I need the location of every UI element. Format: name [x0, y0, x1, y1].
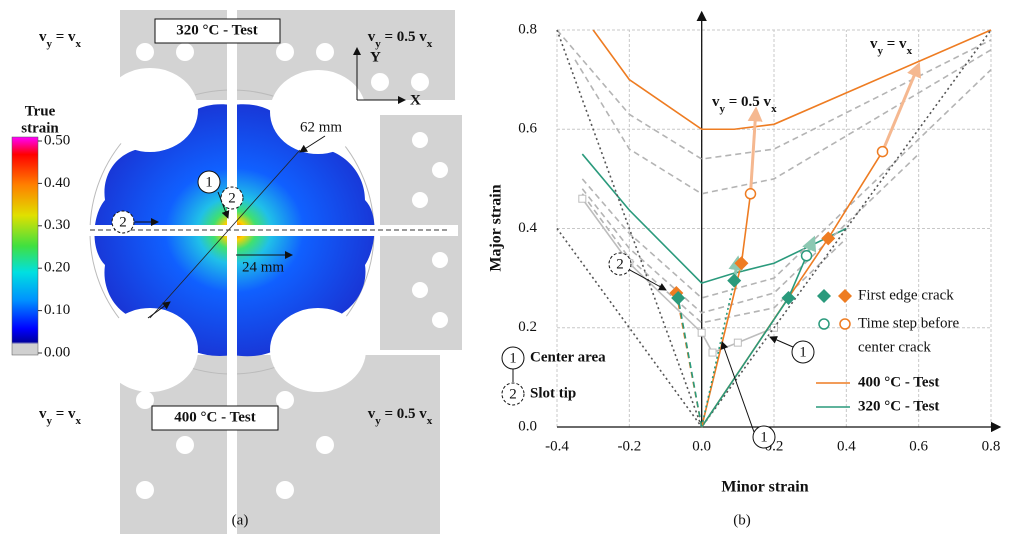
x-tick-label: 0.8	[982, 438, 1001, 454]
label-part: x	[771, 103, 777, 115]
caption: (a)	[232, 512, 249, 528]
point-marker	[709, 349, 716, 356]
circle-marker	[819, 319, 829, 329]
series-line	[593, 30, 991, 129]
callout-label: 1	[799, 344, 807, 360]
label-part: = v	[52, 29, 76, 45]
series-line	[582, 199, 774, 353]
callout-arrow	[770, 337, 793, 347]
y-tick-label: 0.8	[518, 21, 537, 37]
circle-marker	[840, 319, 850, 329]
key-label: Slot tip	[530, 385, 576, 401]
figure: (a) (b) 320 °C - Test 400 °C - Test Y X …	[0, 0, 1013, 534]
legend-label: Time step before	[858, 315, 959, 331]
x-tick-label: 0.4	[837, 438, 856, 454]
colorbar-tick-label: 0.00	[44, 344, 70, 360]
callout-label: 1	[509, 350, 517, 366]
series-line	[702, 256, 807, 427]
legend-label: center crack	[858, 339, 931, 355]
callout-label: 2	[228, 190, 236, 206]
label-part: = 0.5 v	[381, 406, 428, 422]
diamond-marker	[781, 291, 795, 305]
y-tick-label: 0.6	[518, 121, 537, 137]
diamond-marker	[821, 231, 835, 245]
label-part: = v	[883, 36, 907, 52]
label-part: x	[907, 45, 913, 57]
subscript-label: vy = vx	[870, 36, 913, 56]
diamond-marker	[838, 289, 852, 303]
legend-label: 320 °C - Test	[858, 398, 939, 414]
legend-label: 400 °C - Test	[858, 374, 939, 390]
series-line	[582, 70, 991, 298]
circle-marker	[878, 147, 888, 157]
specimen	[12, 10, 462, 534]
colorbar-tick-label: 0.10	[44, 302, 70, 318]
legend-label: First edge crack	[858, 287, 954, 303]
subscript-label: vy = vx	[39, 29, 82, 49]
callout-label: 1	[205, 174, 213, 190]
x-tick-label: -0.4	[545, 438, 569, 454]
series-line	[883, 65, 919, 152]
label-part: = v	[52, 406, 76, 422]
axis-name: X	[410, 92, 421, 108]
dimension: 62 mm	[300, 119, 342, 135]
test-label: 400 °C - Test	[174, 409, 255, 425]
circle-marker	[802, 251, 812, 261]
colorbar-tick-label: 0.50	[44, 132, 70, 148]
key-label: Center area	[530, 349, 606, 365]
dimension: 24 mm	[242, 259, 284, 275]
y-tick-label: 0.0	[518, 418, 537, 434]
subscript-label: vy = 0.5 vx	[712, 94, 777, 114]
label-part: x	[427, 38, 433, 50]
x-axis-label: Minor strain	[721, 479, 808, 496]
point-marker	[698, 329, 705, 336]
colorbar-tick-label: 0.20	[44, 260, 70, 276]
colorbar	[12, 137, 38, 355]
label-part: x	[76, 415, 82, 427]
x-tick-label: 0.0	[692, 438, 711, 454]
colorbar-tick-label: 0.30	[44, 217, 70, 233]
caption: (b)	[733, 512, 751, 528]
colorbar-tick-label: 0.40	[44, 175, 70, 191]
series-line	[678, 298, 702, 427]
x-tick-label: 0.6	[909, 438, 928, 454]
callout-label: 2	[119, 214, 127, 230]
y-axis-label: Major strain	[488, 184, 505, 271]
callout-label: 2	[616, 256, 624, 272]
colorbar-title: True	[25, 103, 56, 119]
subscript-label: vy = vx	[39, 406, 82, 426]
point-marker	[734, 339, 741, 346]
test-label: 320 °C - Test	[176, 22, 257, 38]
axis-name: Y	[370, 49, 381, 65]
y-tick-label: 0.2	[518, 319, 537, 335]
label-part: x	[427, 415, 433, 427]
callout-label: 1	[760, 429, 768, 445]
label-part: = 0.5 v	[381, 29, 428, 45]
x-tick-label: -0.2	[617, 438, 641, 454]
label-part: = 0.5 v	[725, 94, 772, 110]
circle-marker	[745, 189, 755, 199]
grid	[557, 30, 991, 427]
callout-label: 2	[509, 386, 517, 402]
diamond-marker	[817, 289, 831, 303]
label-part: x	[76, 38, 82, 50]
point-marker	[579, 195, 586, 202]
y-tick-label: 0.4	[518, 220, 537, 236]
